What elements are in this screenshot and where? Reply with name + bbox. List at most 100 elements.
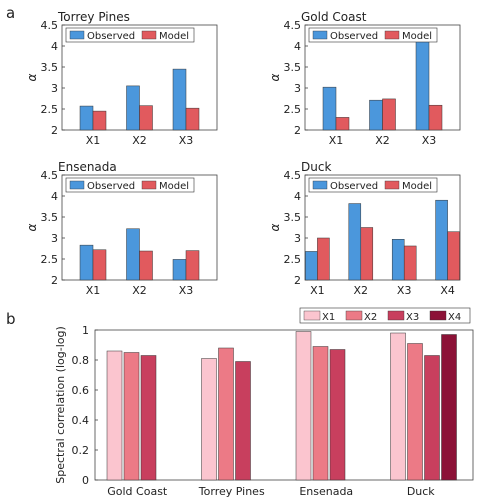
y-axis-label: α [25,223,39,231]
y-tick-label: 1 [82,324,89,337]
subplot-title: Gold Coast [301,10,367,24]
bar-model-x3 [428,104,443,131]
y-tick-label: 2 [51,124,58,137]
y-axis-label: α [268,223,282,231]
bar-x4-duck [441,334,457,481]
bar-x2-gold-coast [123,352,140,481]
bar-model-x1 [92,110,107,131]
y-tick-label: 0.4 [72,414,90,427]
legend: X1 X2 X3 X4 [299,307,471,324]
y-tick-label: 2.5 [284,103,302,116]
legend-label: Observed [330,31,378,42]
subplot-correlation: 0 0.2 0.4 0.6 0.8 1 Spectral correlation (log-… [54,307,474,498]
legend-label: Model [402,31,432,42]
x-tick-label: X1 [86,134,101,147]
y-tick-label: 4 [51,40,58,53]
x-tick-label: X4 [440,284,455,297]
bar-model-x2 [360,227,374,281]
legend-label: X3 [406,312,419,323]
legend-box [65,27,195,43]
x-tick-label: X2 [132,134,147,147]
legend-label: Model [402,181,432,192]
bar-x3-ensenada [329,349,346,481]
legend: Observed Model [65,27,195,43]
bar-observed-x3 [172,68,187,131]
subplot-title: Duck [301,160,331,174]
legend-swatch [345,310,363,321]
y-tick-label: 4.5 [41,169,59,182]
y-tick-label: 3.5 [41,211,59,224]
panel-label-b: b [6,310,16,328]
subplot-title: Ensenada [58,160,117,174]
bar-observed-x2 [369,99,383,131]
bar-x3-torrey-pines [235,361,251,481]
bar-model-x2 [139,105,153,131]
y-tick-label: 2 [51,274,58,287]
legend-label: Model [159,181,189,192]
y-tick-label: 2.5 [41,103,59,116]
y-tick-label: 0.2 [72,444,90,457]
y-tick-label: 0.8 [72,354,90,367]
bar-observed-x1 [79,244,94,281]
y-tick-label: 4.5 [284,169,302,182]
bar-x1-ensenada [295,331,312,481]
y-tick-label: 3.5 [284,211,302,224]
y-tick-label: 0 [82,474,89,487]
bar-x1-torrey-pines [201,358,217,481]
subplot-0: Torrey Pines 2 2.5 3 3.5 4 4.5 α X1 X2 X3 Observed M… [25,10,218,147]
legend-box [299,307,471,324]
bar-x2-torrey-pines [218,347,234,481]
subplot-2: Ensenada 2 2.5 3 3.5 4 4.5 α X1 X2 X3 Observed Model [25,160,218,297]
legend-label: Observed [87,31,135,42]
bar-model-x3 [185,107,200,131]
bar-model-x3 [403,245,417,281]
y-tick-label: 0.6 [72,384,90,397]
legend-swatch [387,310,405,321]
y-axis-label: Spectral correlation (log-log) [54,326,67,484]
legend-label: X1 [322,312,335,323]
bar-x3-gold-coast [140,355,157,481]
legend-swatch [312,30,328,40]
legend-label: X4 [448,312,461,323]
x-tick-label: X2 [354,284,369,297]
x-tick-label: X2 [375,134,390,147]
legend-label: Observed [330,181,378,192]
x-tick-label: X1 [86,284,101,297]
legend-swatch [141,180,157,190]
bar-observed-x2 [126,228,140,281]
y-tick-label: 4 [294,40,301,53]
y-tick-label: 4 [51,190,58,203]
legend-swatch [141,30,157,40]
x-tick-label: X3 [422,134,437,147]
bar-model-x1 [92,249,107,281]
legend: Observed Model [65,177,195,193]
bar-model-x4 [447,231,460,281]
y-tick-label: 2 [294,274,301,287]
y-axis-label: α [25,73,39,81]
legend-swatch [384,30,400,40]
bar-x2-duck [407,343,423,481]
y-axis-label: α [268,73,282,81]
legend-box [65,177,195,193]
legend-swatch [69,180,85,190]
legend-swatch [384,180,400,190]
charts: Torrey Pines 2 2.5 3 3.5 4 4.5 α X1 X2 X3 Observed M… [25,10,474,498]
bar-observed-x1 [305,251,318,281]
legend-box [308,177,438,193]
legend-swatch [429,310,447,321]
bar-observed-x2 [126,85,140,131]
bar-observed-x3 [391,239,405,281]
y-tick-label: 4.5 [284,19,302,32]
subplot-3: Duck 2 2.5 3 3.5 4 4.5 α X1 X2 X3 X4 Observed Model [268,160,461,297]
x-tick-label: X1 [310,284,325,297]
y-tick-label: 4 [294,190,301,203]
bar-observed-x3 [172,259,187,281]
y-tick-label: 3 [51,82,58,95]
y-tick-label: 3 [51,232,58,245]
bar-model-x3 [185,250,200,281]
y-tick-label: 2 [294,124,301,137]
plot-frame [304,174,461,281]
legend-label: Model [159,31,189,42]
bar-observed-x2 [348,203,362,281]
